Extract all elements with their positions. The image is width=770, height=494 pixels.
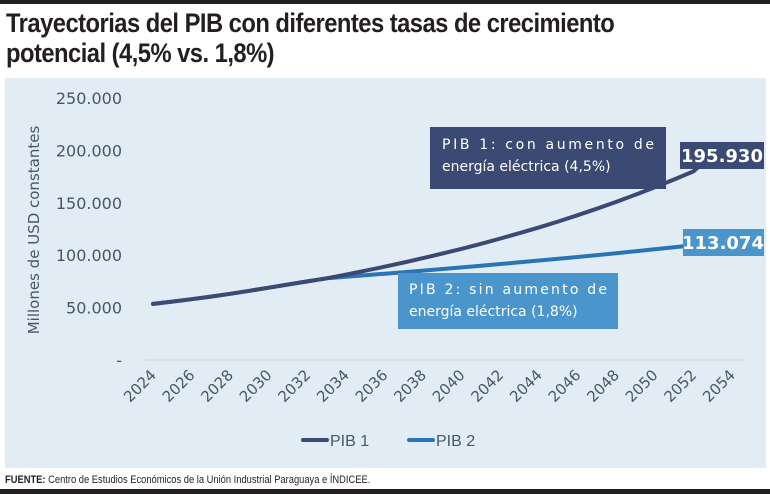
pib2-end-label-box xyxy=(683,229,764,256)
x-tick-label: 2050 xyxy=(622,366,662,406)
x-tick-label: 2042 xyxy=(467,366,507,406)
series-lines xyxy=(151,152,715,306)
top-rule xyxy=(0,0,770,4)
x-tick-label: 2044 xyxy=(506,366,546,406)
x-tick-label: 2052 xyxy=(660,366,700,406)
source-label: FUENTE: xyxy=(5,474,46,486)
y-tick-label: 200.000 xyxy=(56,141,122,160)
x-tick-label: 2054 xyxy=(699,366,739,406)
y-tick-label: 100.000 xyxy=(56,246,122,265)
x-tick-label: 2028 xyxy=(197,366,237,406)
x-tick-label: 2030 xyxy=(236,366,276,406)
x-tick-label: 2040 xyxy=(429,366,469,406)
x-tick-label: 2026 xyxy=(159,366,199,406)
x-tick-label: 2046 xyxy=(545,366,585,406)
x-tick-label: 2034 xyxy=(313,366,353,406)
annotations: PIB 1: con aumento de energía eléctrica (… xyxy=(398,127,764,329)
source-note: FUENTE: Centro de Estudios Económicos de… xyxy=(5,474,370,486)
pib1-note-box xyxy=(430,127,666,189)
pib1-note-text: energía eléctrica (4,5%) xyxy=(442,159,611,175)
series-line-pib-1 xyxy=(151,152,715,306)
y-tick-label: 250.000 xyxy=(56,89,122,108)
pib1-note-text: PIB 1: con aumento de xyxy=(442,137,654,153)
source-text: Centro de Estudios Económicos de la Unió… xyxy=(45,474,371,486)
pib2-end-label: 113.074 xyxy=(682,233,764,254)
x-tick-label: 2038 xyxy=(390,366,430,406)
y-axis-label: Millones de USD constantes xyxy=(25,126,43,335)
y-axis: - 50.000 100.000 150.000 200.000 250.000 xyxy=(56,89,122,370)
chart-title-line-1: Trayectorias del PIB con diferentes tasa… xyxy=(6,8,615,38)
chart-title: Trayectorias del PIB con diferentes tasa… xyxy=(6,8,675,68)
legend-label-pib-2: PIB 2 xyxy=(436,433,475,450)
pib2-note-text: energía eléctrica (1,8%) xyxy=(409,304,578,320)
pib2-note-text: PIB 2: sin aumento de xyxy=(409,282,607,298)
pib1-end-label-box xyxy=(680,142,764,169)
y-tick-label: 50.000 xyxy=(66,299,122,318)
pib1-end-label: 195.930 xyxy=(681,146,763,167)
pib2-note-box xyxy=(398,273,618,329)
x-tick-label: 2048 xyxy=(583,366,623,406)
legend: PIB 1 PIB 2 xyxy=(301,433,475,450)
legend-label-pib-1: PIB 1 xyxy=(330,433,369,450)
x-axis: 2024202620282030203220342036203820402042… xyxy=(120,366,739,406)
y-tick-label: - xyxy=(116,351,122,370)
x-tick-label: 2024 xyxy=(120,366,160,406)
x-tick-label: 2032 xyxy=(274,366,314,406)
bottom-rule xyxy=(0,489,770,494)
chart-title-line-2: potencial (4,5% vs. 1,8%) xyxy=(6,38,275,68)
x-tick-label: 2036 xyxy=(352,366,392,406)
y-tick-label: 150.000 xyxy=(56,194,122,213)
